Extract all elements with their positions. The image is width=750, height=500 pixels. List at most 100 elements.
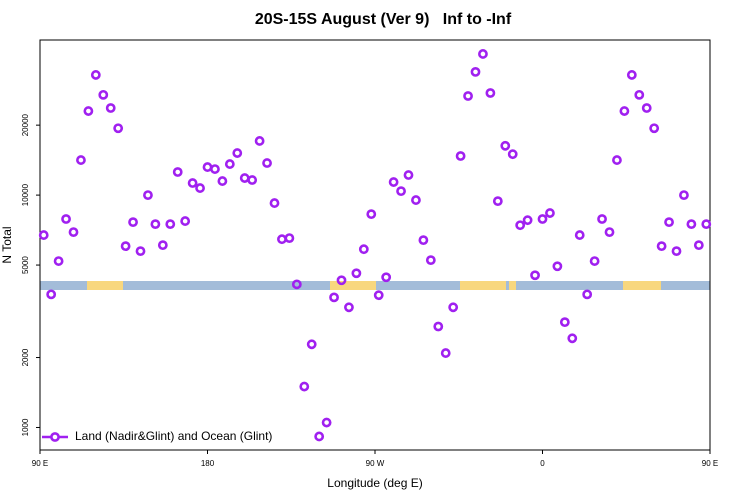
y-tick-label: 1000 [21,418,30,436]
y-axis-label: N Total [0,226,14,263]
point [358,244,369,255]
point [128,217,138,228]
x-tick-label: 90 E [702,459,718,468]
point [314,431,325,442]
point [344,302,354,313]
point [172,167,183,177]
point [224,159,235,169]
point [232,148,243,158]
point [507,149,518,160]
point [582,289,593,300]
point [187,178,198,188]
point [306,339,317,350]
point [254,136,265,146]
point [373,290,384,301]
point [530,270,540,281]
point [262,158,272,168]
point [649,123,660,134]
point [210,164,220,174]
y-tick-label: 2000 [21,348,30,366]
point [411,195,421,205]
point [396,186,406,197]
point [448,302,459,313]
land-mask [40,281,710,290]
point [195,183,205,193]
point [671,246,682,257]
point [217,176,228,186]
point [46,289,57,300]
point [559,317,570,328]
point [693,240,704,251]
point [403,170,414,180]
point [76,155,86,165]
point [418,235,429,246]
point [68,227,79,238]
point [329,292,339,303]
chart-title: 20S-15S August (Ver 9) Inf to -Inf [255,11,512,28]
land-band [623,281,661,290]
point [269,198,280,208]
point [351,268,362,279]
point [492,196,503,207]
point [515,220,526,231]
point [701,219,712,230]
point [552,261,563,272]
point [83,106,94,116]
y-tick-label: 10000 [21,183,30,206]
point [567,333,578,344]
point [299,381,310,392]
point [98,89,109,100]
point [686,219,697,230]
x-tick-label: 0 [540,459,545,468]
point [135,246,146,257]
point [574,230,585,240]
point [53,256,64,266]
point [366,209,377,220]
point [150,219,161,230]
point [247,175,258,185]
point [626,70,637,80]
point [321,417,332,428]
point [284,233,295,244]
point [143,190,153,201]
point [463,91,473,101]
point [522,215,533,226]
y-tick-label: 5000 [21,256,30,274]
point [656,241,667,252]
point [61,214,71,224]
land-band [87,281,123,290]
point [545,208,555,218]
x-tick-label: 90 E [32,459,48,468]
land-band [460,281,506,290]
point [478,49,488,59]
point [165,219,176,230]
point [604,227,615,238]
x-axis-label: Longitude (deg E) [327,476,422,490]
point [641,103,652,113]
point [105,103,116,113]
point [425,255,436,266]
point [619,106,630,116]
point [589,256,600,266]
legend-marker [50,432,60,442]
point [381,272,392,283]
land-band [509,281,516,290]
point [157,240,168,251]
point [38,230,49,240]
point [113,123,124,134]
point [180,216,191,226]
x-tick-label: 90 W [366,459,385,468]
legend-label: Land (Nadir&Glint) and Ocean (Glint) [75,429,272,443]
point [470,66,481,77]
point [634,89,645,100]
x-tick-label: 180 [201,459,215,468]
point [440,348,451,358]
point [597,214,607,224]
point [291,279,302,290]
point [90,70,101,80]
land-band [330,281,376,290]
point [537,214,548,224]
point [679,190,689,201]
